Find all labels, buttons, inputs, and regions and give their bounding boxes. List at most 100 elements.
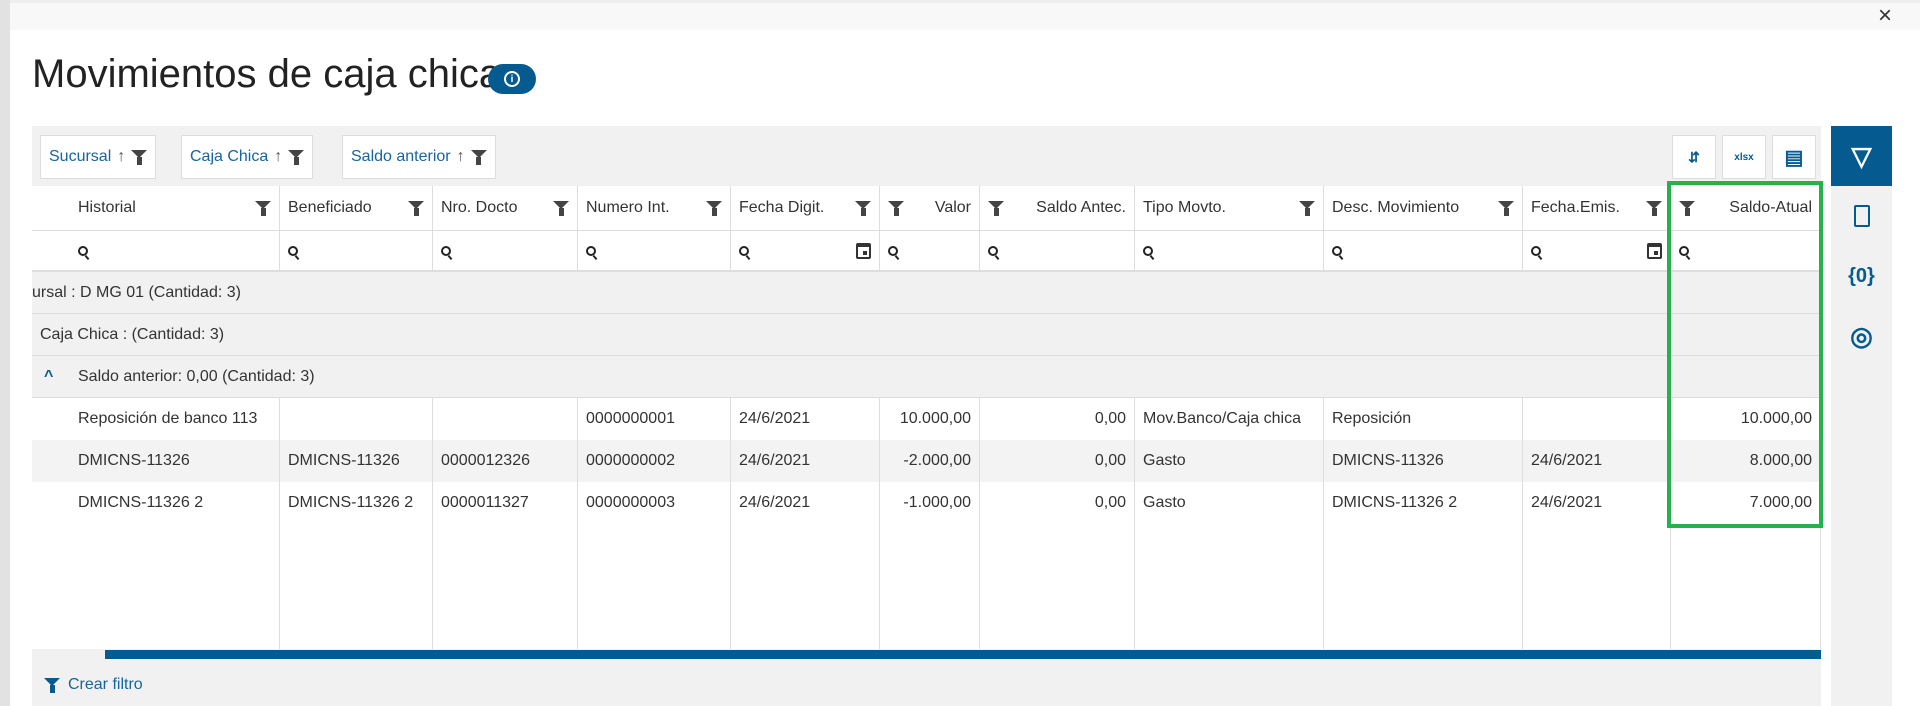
info-icon: i (504, 71, 520, 87)
table-cell: DMICNS-11326 (280, 440, 433, 482)
column-header[interactable]: Nro. Docto (433, 186, 578, 230)
column-header-label: Valor (934, 199, 971, 216)
column-filter-input[interactable] (1523, 231, 1671, 270)
table-cell: 0000011327 (433, 482, 578, 524)
chip-label: Sucursal (49, 148, 112, 165)
left-edge (0, 0, 10, 706)
table-cell: DMICNS-11326 2 (280, 482, 433, 524)
table-row[interactable]: Reposición de banco 113 0000000001 24/6/20… (32, 398, 1821, 440)
sidebar-clipboard[interactable] (1831, 186, 1892, 246)
table-row[interactable]: DMICNS-11326 DMICNS-11326 0000012326 000000… (32, 440, 1821, 482)
column-filter-input[interactable] (433, 231, 578, 270)
column-header-label: Nro. Docto (441, 199, 518, 216)
xlsx-icon: xlsx (1734, 151, 1754, 163)
column-header[interactable]: Saldo Antec. (980, 186, 1135, 230)
column-header[interactable]: Fecha Digit. (731, 186, 880, 230)
sort-asc-icon[interactable]: ↑ (274, 148, 283, 165)
column-header-label: Tipo Movto. (1143, 199, 1226, 216)
info-button[interactable]: i (488, 64, 536, 94)
column-header[interactable]: Historial (32, 186, 280, 230)
chip-label: Saldo anterior (351, 148, 451, 165)
filter-icon[interactable] (1679, 201, 1695, 216)
grouping-chip-saldo-anterior[interactable]: Saldo anterior ↑ (342, 135, 496, 179)
filter-icon[interactable] (553, 201, 569, 216)
column-header[interactable]: Fecha.Emis. (1523, 186, 1671, 230)
filter-icon[interactable] (1498, 201, 1514, 216)
column-header[interactable]: Tipo Movto. (1135, 186, 1324, 230)
empty-cell (578, 524, 731, 649)
column-filter-input[interactable] (880, 231, 980, 270)
filter-icon[interactable] (988, 201, 1004, 216)
column-header[interactable]: Beneficiado (280, 186, 433, 230)
column-filter-input[interactable] (578, 231, 731, 270)
sort-asc-icon[interactable]: ↑ (456, 148, 465, 165)
variables-icon: {0} (1848, 264, 1875, 287)
column-filter-input[interactable] (1324, 231, 1523, 270)
column-filter-input[interactable] (1671, 231, 1821, 270)
table-cell: Mov.Banco/Caja chica (1135, 398, 1324, 440)
export-xlsx-button[interactable]: xlsx (1722, 135, 1766, 179)
header-row: Historial Beneficiado Nro. Docto Numero Int… (32, 186, 1821, 231)
table-cell: Reposición (1324, 398, 1523, 440)
table-cell (433, 398, 578, 440)
empty-cell (980, 524, 1135, 649)
search-icon (1531, 245, 1541, 256)
column-filter-input[interactable] (731, 231, 880, 270)
clipboard-icon (1853, 205, 1870, 227)
filter-icon[interactable] (131, 150, 148, 165)
search-icon (288, 245, 298, 256)
filter-icon[interactable] (255, 201, 271, 216)
empty-area (32, 524, 1821, 649)
grouping-chip-caja-chica[interactable]: Caja Chica ↑ (181, 135, 314, 179)
table-cell: 0,00 (980, 482, 1135, 524)
table-cell: Gasto (1135, 440, 1324, 482)
sidebar-variables[interactable]: {0} (1831, 246, 1892, 306)
search-icon (1143, 245, 1153, 256)
column-header[interactable]: Valor (880, 186, 980, 230)
columns-button[interactable]: ▤ (1772, 135, 1816, 179)
filter-icon[interactable] (470, 150, 487, 165)
group-label: Caja Chica : (Cantidad: 3) (40, 325, 225, 343)
group-label: ursal : D MG 01 (Cantidad: 3) (32, 283, 241, 301)
table-cell: 24/6/2021 (731, 398, 880, 440)
filter-icon[interactable] (888, 201, 904, 216)
column-header-label: Fecha Digit. (739, 199, 825, 216)
table-cell: Gasto (1135, 482, 1324, 524)
sidebar-eye[interactable]: ◎ (1831, 306, 1892, 366)
empty-cell (880, 524, 980, 649)
empty-cell (1671, 524, 1821, 649)
calendar-icon[interactable] (1647, 243, 1662, 259)
group-row[interactable]: ^ Saldo anterior: 0,00 (Cantidad: 3) (32, 356, 1821, 398)
sidebar-filter[interactable]: ▽ (1831, 126, 1892, 186)
group-row[interactable]: Caja Chica : (Cantidad: 3) (32, 314, 1821, 356)
create-filter-button[interactable]: Crear filtro (44, 676, 143, 694)
column-header[interactable]: Desc. Movimiento (1324, 186, 1523, 230)
close-button[interactable]: × (1878, 2, 1893, 29)
data-grid: Historial Beneficiado Nro. Docto Numero Int… (32, 186, 1821, 649)
table-cell (1523, 398, 1671, 440)
column-filter-input[interactable] (980, 231, 1135, 270)
column-filter-input[interactable] (32, 231, 280, 270)
search-icon (888, 245, 898, 256)
filter-icon[interactable] (706, 201, 722, 216)
horizontal-scrollbar[interactable] (105, 650, 1821, 659)
grouping-chip-sucursal[interactable]: Sucursal ↑ (40, 135, 157, 179)
column-header[interactable]: Numero Int. (578, 186, 731, 230)
filter-icon[interactable] (1646, 201, 1662, 216)
chevron-up-icon[interactable]: ^ (44, 367, 54, 385)
column-filter-input[interactable] (1135, 231, 1324, 270)
sort-asc-icon[interactable]: ↑ (117, 148, 126, 165)
filter-icon[interactable] (855, 201, 871, 216)
table-cell (280, 398, 433, 440)
column-header[interactable]: Saldo-Atual (1671, 186, 1821, 230)
filter-icon[interactable] (288, 150, 305, 165)
group-row[interactable]: ursal : D MG 01 (Cantidad: 3) (32, 272, 1821, 314)
filter-icon[interactable] (408, 201, 424, 216)
filter-icon[interactable] (1299, 201, 1315, 216)
table-cell: 10.000,00 (880, 398, 980, 440)
table-row[interactable]: DMICNS-11326 2 DMICNS-11326 2 0000011327 00… (32, 482, 1821, 524)
column-filter-input[interactable] (280, 231, 433, 270)
search-icon (1332, 245, 1342, 256)
calendar-icon[interactable] (856, 243, 871, 259)
collapse-button[interactable]: ⇵ (1672, 135, 1716, 179)
